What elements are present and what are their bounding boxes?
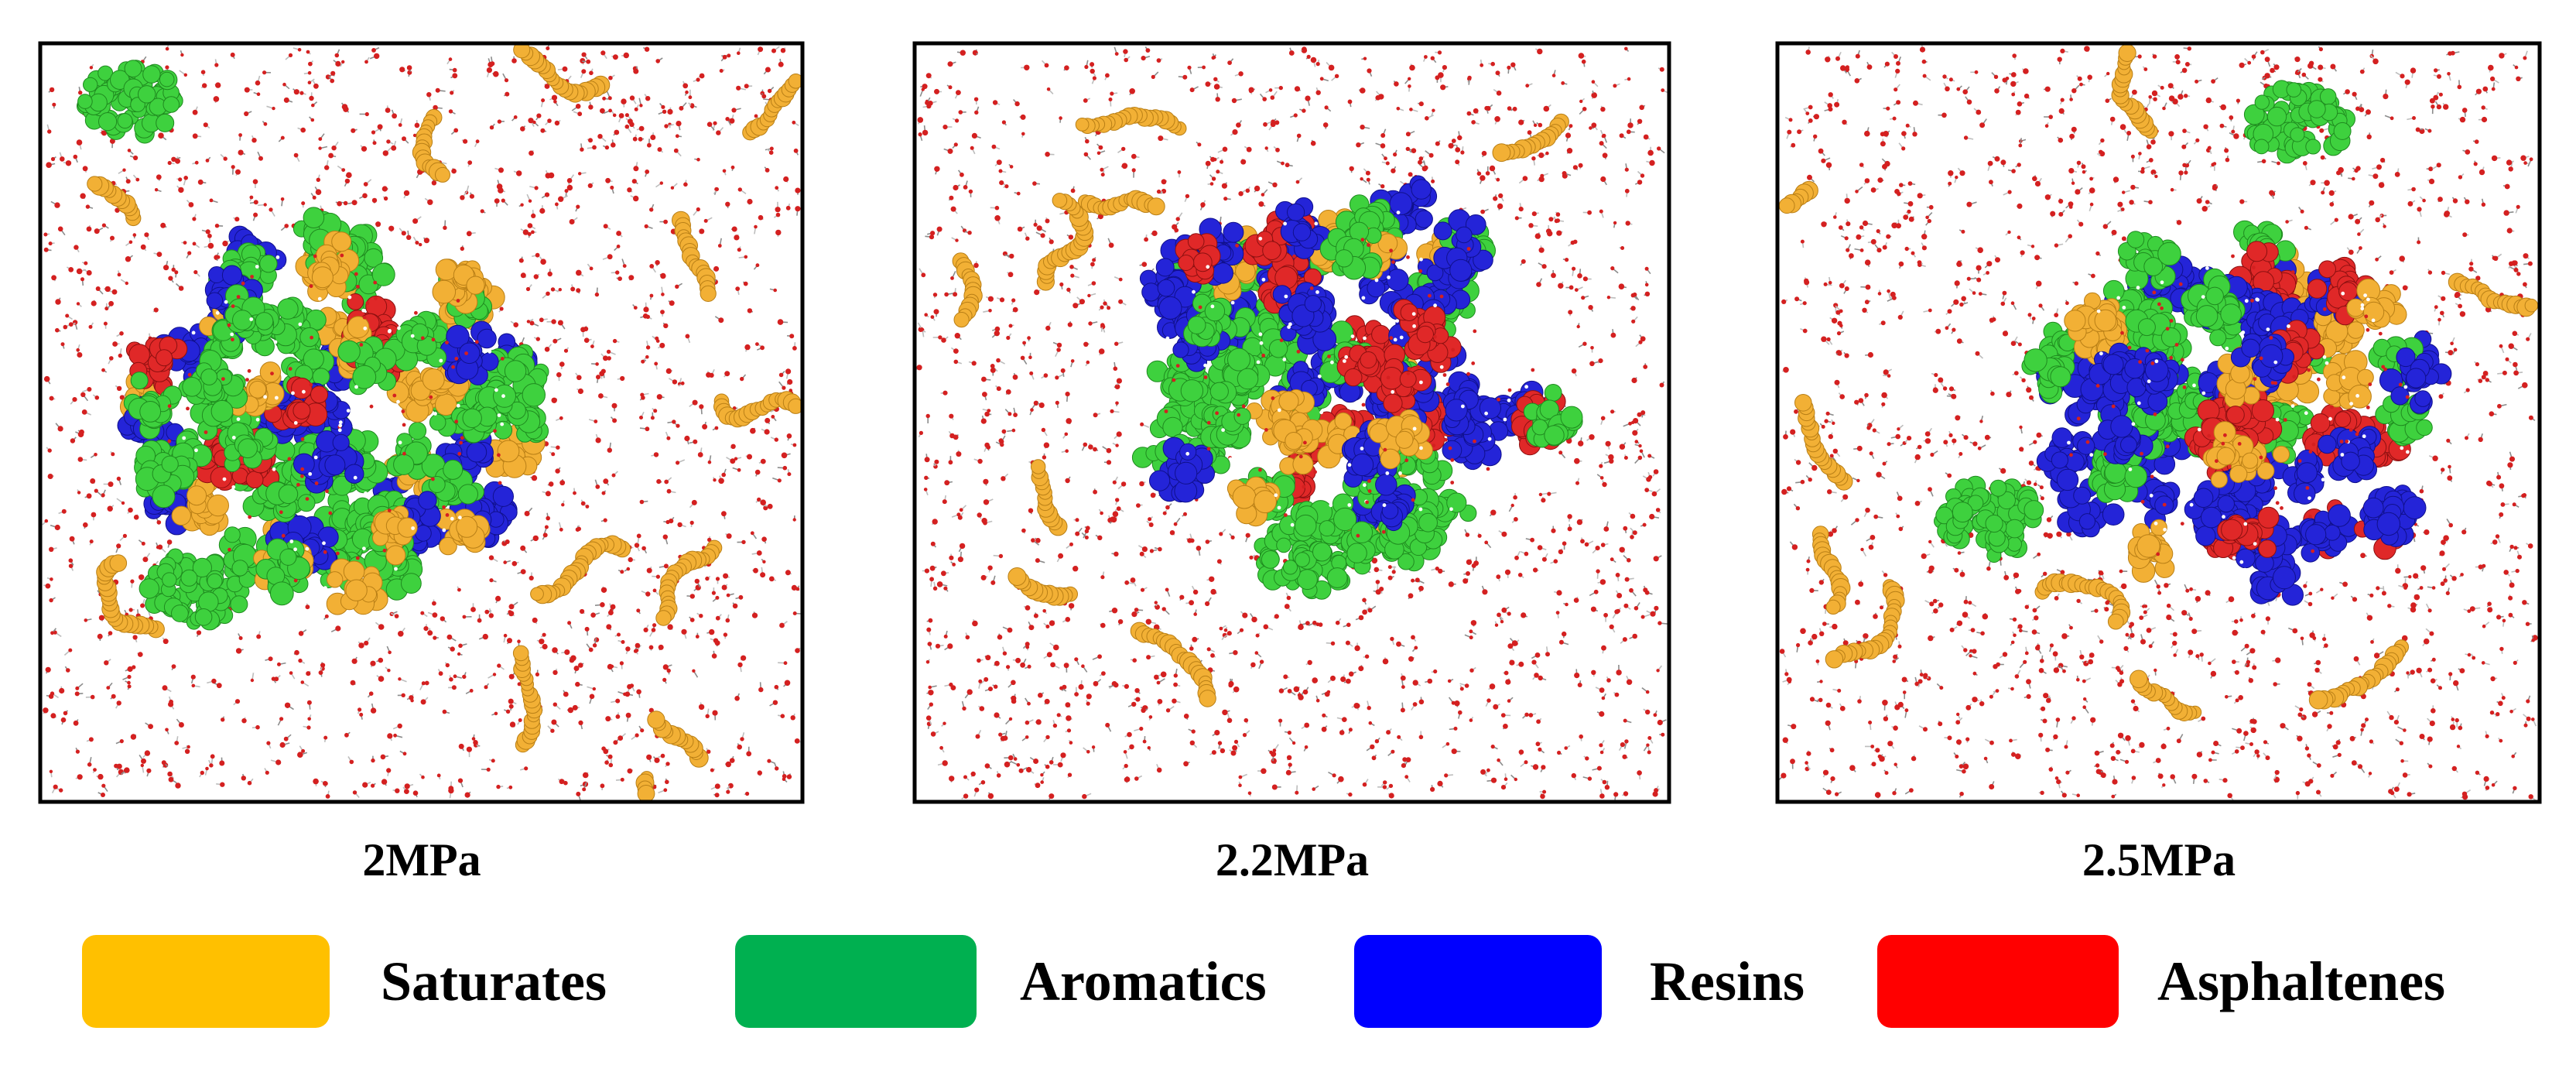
legend-label-resins: Resins [1650,950,1805,1012]
legend-swatch-asphaltenes [1877,935,2119,1028]
small-aggregates [1934,80,2356,563]
simulation-snapshot-2mpa [42,41,804,803]
simulation-snapshot-2-5mpa [1778,43,2539,801]
legend-label-saturates: Saturates [381,950,607,1012]
asphalt-aggregate [117,207,549,615]
free-saturate-molecules [87,41,804,803]
panel-2mpa [38,41,805,804]
free-saturate-molecules [1778,43,2539,721]
panel-label-2-2mpa: 2.2MPa [1215,834,1370,885]
asphalt-aggregate [2021,220,2452,606]
panel-label-2-5mpa: 2.5MPa [2082,834,2236,885]
solvent-molecules [1778,43,2538,801]
free-saturate-molecules [952,107,1569,707]
asphalt-aggregate [1131,175,1583,575]
simulation-box-2-5mpa [1775,41,2542,804]
legend-label-asphaltenes: Asphaltenes [2157,950,2446,1012]
legend-swatch-saturates [82,935,330,1028]
panel-label-2mpa: 2MPa [362,834,481,885]
legend-swatch-aromatics [735,935,977,1028]
legend-label-aromatics: Aromatics [1020,950,1267,1012]
small-aggregates [77,60,250,631]
simulation-snapshot-2-2mpa [913,46,1668,800]
panel-2-5mpa [1775,41,2542,804]
simulation-box-2-2mpa [912,41,1671,804]
legend-swatch-resins [1354,935,1602,1028]
panel-2-2mpa [912,41,1671,804]
simulation-box-2mpa [38,41,805,804]
